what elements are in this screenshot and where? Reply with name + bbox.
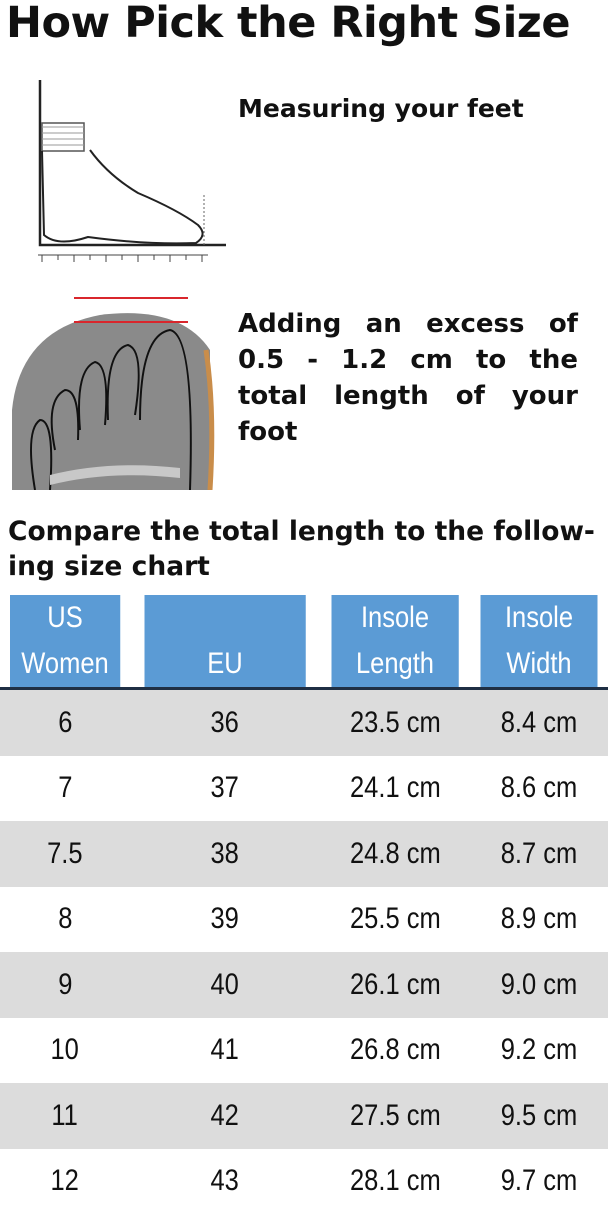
- measure-caption: Measuring your feet: [238, 94, 524, 123]
- insole-width-cell: 8.6 cm: [470, 756, 608, 822]
- insole-length-cell: 24.1 cm: [320, 756, 470, 822]
- excess-caption: Adding an excess of 0.5 - 1.2 cm to the …: [238, 306, 578, 450]
- insole-length-cell: 25.5 cm: [320, 887, 470, 953]
- insole-width-cell: 9.7 cm: [470, 1149, 608, 1214]
- eu-size-cell: 43: [130, 1149, 320, 1214]
- us-size-cell: 7: [0, 756, 130, 822]
- insole-width-cell: 8.4 cm: [470, 689, 608, 756]
- eu-size-cell: 41: [130, 1018, 320, 1084]
- compare-caption: Compare the total length to the follow-i…: [8, 514, 604, 584]
- eu-size-cell: 40: [130, 952, 320, 1018]
- insole-width-cell: 8.9 cm: [470, 887, 608, 953]
- eu-size-cell: 39: [130, 887, 320, 953]
- insole-width-cell: 9.5 cm: [470, 1083, 608, 1149]
- us-size-cell: 11: [0, 1083, 130, 1149]
- us-size-cell: 10: [0, 1018, 130, 1084]
- insole-width-cell: 8.7 cm: [470, 821, 608, 887]
- us-size-cell: 12: [0, 1149, 130, 1214]
- insole-length-cell: 26.8 cm: [320, 1018, 470, 1084]
- insole-length-cell: 27.5 cm: [320, 1083, 470, 1149]
- insole-length-cell: 23.5 cm: [320, 689, 470, 756]
- page-title: How Pick the Right Size: [6, 0, 570, 48]
- us-size-cell: 6: [0, 689, 130, 756]
- header-eu: EU: [144, 595, 306, 689]
- foot-measure-icon: [28, 75, 228, 265]
- eu-size-cell: 37: [130, 756, 320, 822]
- insole-length-cell: 24.8 cm: [320, 821, 470, 887]
- insole-width-cell: 9.0 cm: [470, 952, 608, 1018]
- insole-length-cell: 28.1 cm: [320, 1149, 470, 1214]
- us-size-cell: 7.5: [0, 821, 130, 887]
- shoe-toe-icon: [10, 290, 215, 490]
- insole-width-cell: 9.2 cm: [470, 1018, 608, 1084]
- us-size-cell: 9: [0, 952, 130, 1018]
- eu-size-cell: 42: [130, 1083, 320, 1149]
- eu-size-cell: 38: [130, 821, 320, 887]
- eu-size-cell: 36: [130, 689, 320, 756]
- insole-length-cell: 26.1 cm: [320, 952, 470, 1018]
- us-size-cell: 8: [0, 887, 130, 953]
